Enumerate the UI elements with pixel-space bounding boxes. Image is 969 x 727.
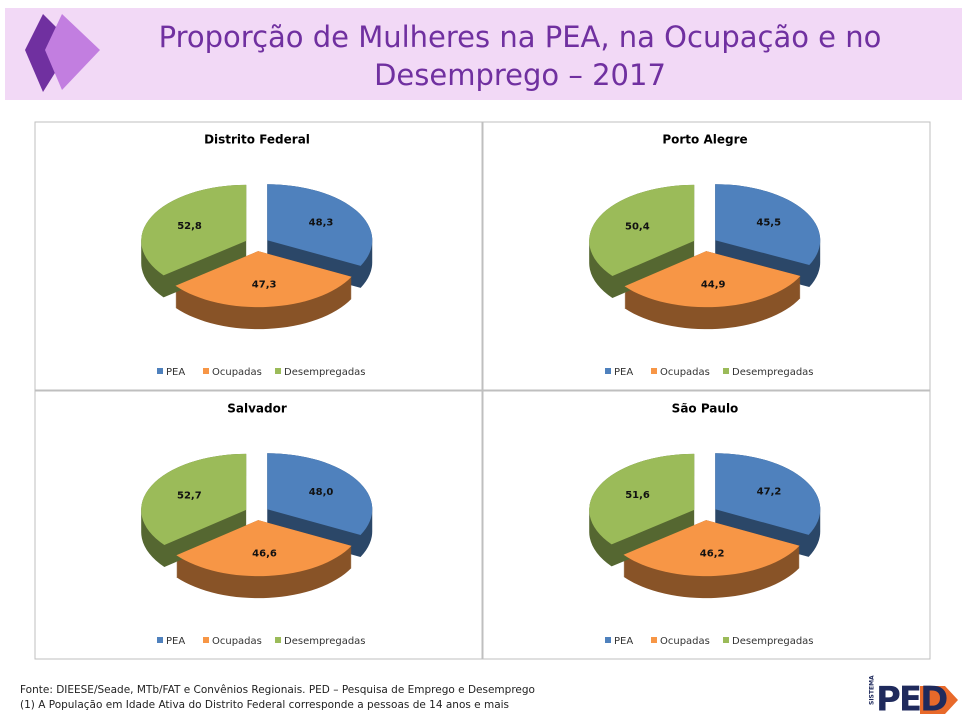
logo-label: SISTEMA xyxy=(869,675,876,705)
pie-slice xyxy=(589,453,695,545)
pie-slice xyxy=(589,184,695,277)
logo-arrow xyxy=(920,686,958,714)
legend-swatch xyxy=(605,368,611,374)
legend-swatch xyxy=(275,368,281,374)
chart-panel xyxy=(482,121,931,391)
data-label: 45,5 xyxy=(756,217,781,228)
legend-label: Desempregadas xyxy=(284,636,366,647)
legend-swatch xyxy=(157,368,163,374)
chart-title: Distrito Federal xyxy=(204,133,310,147)
data-label: 47,3 xyxy=(252,280,277,291)
data-label: 48,3 xyxy=(309,218,334,229)
legend-label: PEA xyxy=(166,636,185,647)
legend-swatch xyxy=(157,637,163,643)
legend-swatch xyxy=(275,637,281,643)
legend-label: Ocupadas xyxy=(212,367,262,378)
data-label: 44,9 xyxy=(701,280,726,291)
data-label: 52,7 xyxy=(177,490,202,501)
data-label: 46,6 xyxy=(252,549,277,560)
data-label: 47,2 xyxy=(757,487,782,498)
legend-swatch xyxy=(723,637,729,643)
pie-slice xyxy=(267,453,373,535)
header-band xyxy=(5,8,962,100)
chart-title: Salvador xyxy=(227,402,287,416)
pie-slice xyxy=(267,184,373,266)
footnote: (1) A População em Idade Ativa do Distri… xyxy=(20,699,509,711)
legend-swatch xyxy=(723,368,729,374)
pie-slice xyxy=(141,184,247,276)
legend-swatch xyxy=(605,637,611,643)
legend-swatch xyxy=(203,368,209,374)
legend-label: Ocupadas xyxy=(660,367,710,378)
legend-swatch xyxy=(651,637,657,643)
data-label: 46,2 xyxy=(700,549,725,560)
data-label: 51,6 xyxy=(625,490,650,501)
pie-slice xyxy=(623,520,800,577)
data-label: 48,0 xyxy=(309,487,334,498)
legend-label: PEA xyxy=(614,367,633,378)
icon-light xyxy=(45,14,100,90)
legend-label: Ocupadas xyxy=(212,636,262,647)
pie-slice xyxy=(715,184,821,266)
legend-label: Desempregadas xyxy=(284,367,366,378)
legend-swatch xyxy=(651,368,657,374)
data-label: 50,4 xyxy=(625,221,650,232)
legend-label: PEA xyxy=(166,367,185,378)
pie-slice xyxy=(715,453,821,535)
legend-label: PEA xyxy=(614,636,633,647)
source-note: Fonte: DIEESE/Seade, MTb/FAT e Convênios… xyxy=(20,684,535,696)
chart-title: São Paulo xyxy=(672,402,739,416)
pie-slice xyxy=(624,251,801,308)
pie-slice xyxy=(175,251,352,308)
logo-text: PED xyxy=(876,680,947,720)
data-label: 52,8 xyxy=(177,221,202,232)
pie-slice xyxy=(176,520,352,577)
legend-label: Ocupadas xyxy=(660,636,710,647)
chart-title: Porto Alegre xyxy=(662,133,747,147)
slide-title: Proporção de Mulheres na PEA, na Ocupaçã… xyxy=(158,20,882,92)
legend-label: Desempregadas xyxy=(732,367,814,378)
legend-swatch xyxy=(203,637,209,643)
legend-label: Desempregadas xyxy=(732,636,814,647)
pie-slice xyxy=(141,453,247,545)
